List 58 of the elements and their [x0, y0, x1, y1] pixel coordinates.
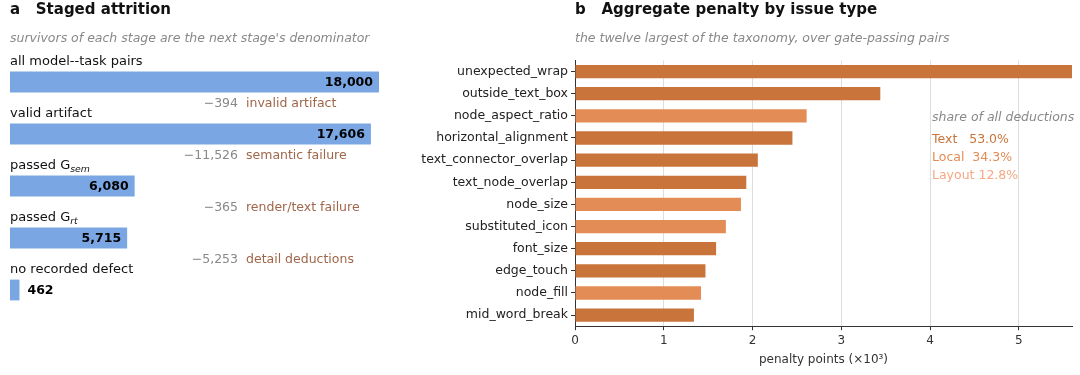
x-tick-label: 5 [1014, 332, 1023, 347]
y-tick-label: unexpected_wrap [457, 62, 569, 78]
y-tick-label: edge_touch [495, 262, 568, 278]
bar [575, 242, 717, 256]
y-tick-label: text_node_overlap [452, 173, 569, 189]
annotation: −5,253 [191, 250, 238, 266]
annotation: invalid artifact [246, 94, 337, 110]
x-tick-label: 0 [571, 332, 579, 347]
bar [575, 131, 793, 145]
annotation: render/text failure [246, 198, 360, 214]
data-label: 6,080 [89, 178, 129, 194]
bar [575, 197, 741, 212]
x-tick-label: 3 [837, 332, 846, 347]
x-tick-label: 1 [659, 332, 668, 347]
bar [10, 279, 20, 301]
bar [575, 87, 881, 101]
y-tick-label: horizontal_alignment [436, 129, 569, 145]
bar [575, 109, 807, 123]
bar [10, 123, 371, 145]
y-tick-label: outside_text_box [462, 84, 568, 100]
bar [10, 71, 379, 93]
bar [575, 264, 706, 278]
chart-subtitle: the twelve largest of the taxonomy, over gate-passing pairs [575, 30, 950, 45]
y-tick-label: substituted_icon [465, 217, 568, 233]
annotation: −394 [203, 94, 239, 110]
chart-title: a Staged attrition [10, 0, 172, 18]
annotation: detail deductions [246, 250, 354, 266]
x-tick-label: 4 [926, 332, 934, 347]
x-axis-title: penalty points (×10³) [758, 351, 889, 366]
y-tick-label: node_fill [515, 284, 568, 300]
y-tick-label: all model--task pairs [10, 52, 143, 68]
text: Text 53.0% [932, 130, 1010, 148]
bar [575, 286, 702, 300]
text: Local 34.3% [932, 148, 1014, 166]
annotation: −11,526 [183, 146, 239, 162]
data-label: 18,000 [324, 74, 374, 90]
x-tick-label: 2 [748, 332, 757, 347]
data-label: 462 [27, 282, 54, 298]
y-tick-label: no recorded defect [10, 260, 134, 276]
y-tick-label: font_size [512, 239, 569, 255]
chart-subtitle: survivors of each stage are the next stage's denominator [10, 30, 370, 45]
annotation: −365 [203, 198, 238, 214]
annotation: semantic failure [246, 146, 347, 162]
bar [575, 308, 694, 322]
y-tick-label: node_aspect_ratio [453, 107, 568, 123]
data-label: 17,606 [316, 126, 366, 142]
y-tick-label: mid_word_break [465, 306, 569, 322]
data-label: 5,715 [81, 230, 122, 246]
bar [575, 64, 1072, 79]
legend-label: Layout 12.8% [932, 166, 1020, 184]
y-tick-label: valid artifact [10, 104, 93, 120]
y-tick-label: node_size [506, 195, 569, 211]
bar [575, 153, 758, 167]
chart-title: b Aggregate penalty by issue type [575, 0, 878, 18]
bar [575, 175, 747, 189]
y-tick-label: text_connector_overlap [421, 151, 569, 167]
bar [575, 219, 726, 234]
legend-title: share of all deductions [932, 108, 1075, 126]
